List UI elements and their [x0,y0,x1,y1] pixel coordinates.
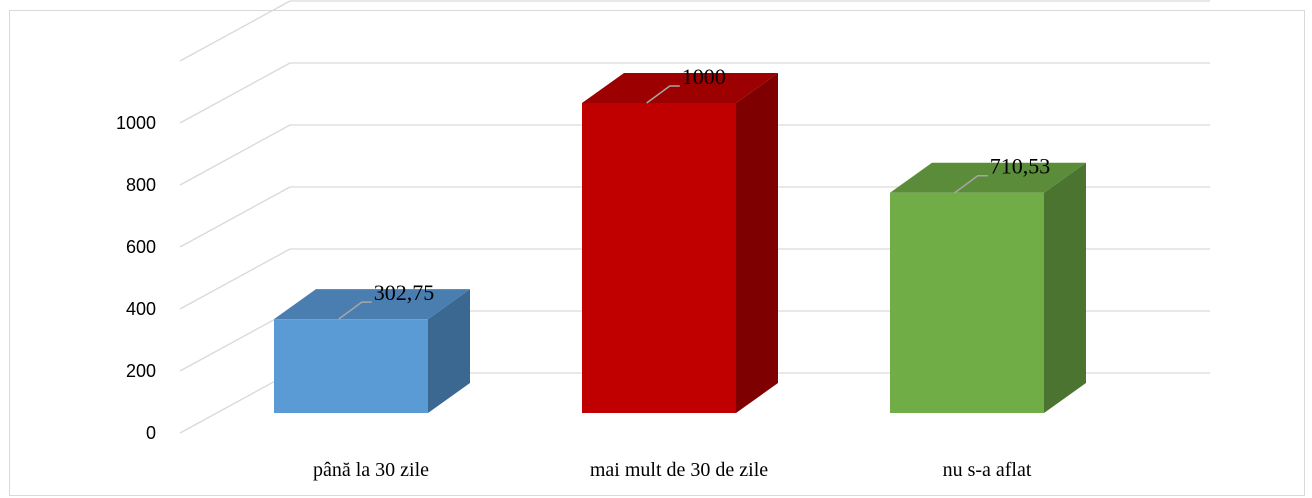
data-label: 710,53 [990,154,1051,179]
y-tick-label: 600 [126,237,156,257]
gridline-diagonal [179,310,291,372]
data-label: 302,75 [374,280,435,305]
category-label: mai mult de 30 de zile [590,459,768,481]
y-tick-label: 400 [126,299,156,319]
category-label: nu s-a aflat [943,459,1032,481]
y-tick-label: 200 [126,361,156,381]
data-label: 1000 [682,64,726,89]
data-label-leader [646,85,680,104]
gridline-diagonal [179,62,291,124]
gridline-diagonal [179,186,291,248]
data-label-leader [954,174,988,194]
gridline-diagonal [179,372,291,434]
category-label: până la 30 zile [313,459,429,481]
bar [582,103,736,413]
bar [274,319,428,413]
gridline-diagonal [179,248,291,310]
bar-side [428,289,470,413]
y-tick-label: 1000 [116,113,156,133]
y-tick-label: 0 [146,423,156,443]
bar-side [736,73,778,413]
bar-top [890,162,1086,193]
data-label-leader [338,301,372,320]
bar-top [274,289,470,320]
bar-side [1044,162,1086,413]
gridline-diagonal [179,0,291,62]
gridline-diagonal [179,124,291,186]
bar [890,192,1044,413]
bar-top [582,73,778,103]
y-tick-label: 800 [126,175,156,195]
